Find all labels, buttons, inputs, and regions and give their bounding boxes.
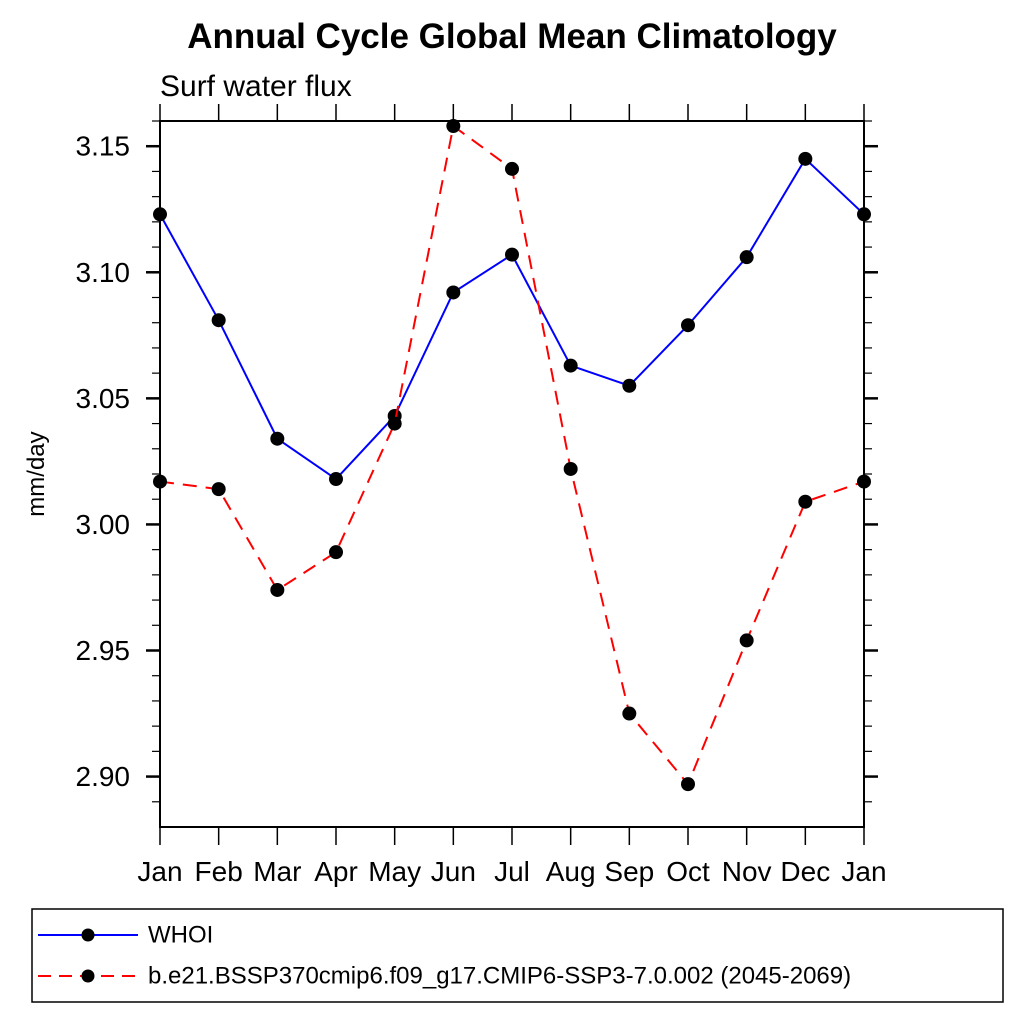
y-tick-label: 3.05 (76, 383, 131, 414)
y-tick-label: 3.10 (76, 257, 131, 288)
y-tick-label: 2.90 (76, 761, 131, 792)
legend-box (31, 908, 1004, 1003)
series-group (153, 119, 871, 792)
data-point (798, 494, 813, 509)
y-tick-label: 2.95 (76, 635, 131, 666)
x-tick-label: Nov (722, 856, 772, 887)
data-point (153, 207, 167, 222)
chart-subtitle: Surf water flux (160, 70, 352, 103)
x-tick-label: Apr (314, 856, 358, 887)
legend: WHOI b.e21.BSSP370cmip6.f09_g17.CMIP6-SS… (31, 908, 1004, 1003)
x-tick-label: Aug (546, 856, 596, 887)
data-point (329, 545, 343, 560)
data-point (505, 161, 519, 176)
data-point (622, 378, 637, 393)
plot-border (159, 120, 865, 828)
x-tick-label: May (368, 856, 421, 887)
legend-label-whoi: WHOI (148, 922, 213, 949)
legend-label-model: b.e21.BSSP370cmip6.f09_g17.CMIP6-SSP3-7.… (148, 963, 851, 990)
x-tick-label: Dec (780, 856, 830, 887)
data-point (270, 582, 285, 597)
x-tick-label: Sep (604, 856, 654, 887)
data-point (798, 151, 813, 166)
series-line-0 (159, 157, 865, 481)
data-point (857, 474, 871, 489)
x-tick-label: Mar (253, 856, 301, 887)
x-tick-label: Oct (666, 856, 710, 887)
series-line-1 (159, 124, 865, 787)
data-point (387, 416, 402, 431)
data-point (563, 358, 578, 373)
data-point (270, 431, 285, 446)
data-point (446, 119, 461, 134)
y-tick-label: 3.15 (76, 131, 131, 162)
data-point (739, 633, 754, 648)
x-tick-label: Feb (195, 856, 243, 887)
data-point (622, 706, 637, 721)
data-point (329, 472, 343, 487)
legend-marker-whoi-icon (81, 928, 95, 942)
data-point (211, 482, 226, 497)
y-axis-label: mm/day (23, 431, 50, 516)
x-tick-label: Jan (841, 856, 886, 887)
x-tick-label: Jul (494, 856, 530, 887)
x-tick-label: Jun (431, 856, 476, 887)
axes-group: Jan Feb Mar Apr May Jun Jul Aug Sep Oct Nov Dec Jan 2… (76, 104, 887, 887)
data-point (153, 474, 167, 489)
data-point (211, 313, 226, 328)
data-point (505, 247, 519, 262)
data-point (681, 777, 695, 792)
y-tick-label: 3.00 (76, 509, 131, 540)
data-point (739, 250, 754, 265)
legend-marker-model-icon (81, 969, 95, 983)
data-point (446, 285, 461, 300)
data-point (681, 318, 695, 333)
data-point (563, 461, 578, 476)
x-tick-label: Jan (137, 856, 182, 887)
data-point (857, 207, 871, 222)
chart-title: Annual Cycle Global Mean Climatology (187, 17, 837, 56)
